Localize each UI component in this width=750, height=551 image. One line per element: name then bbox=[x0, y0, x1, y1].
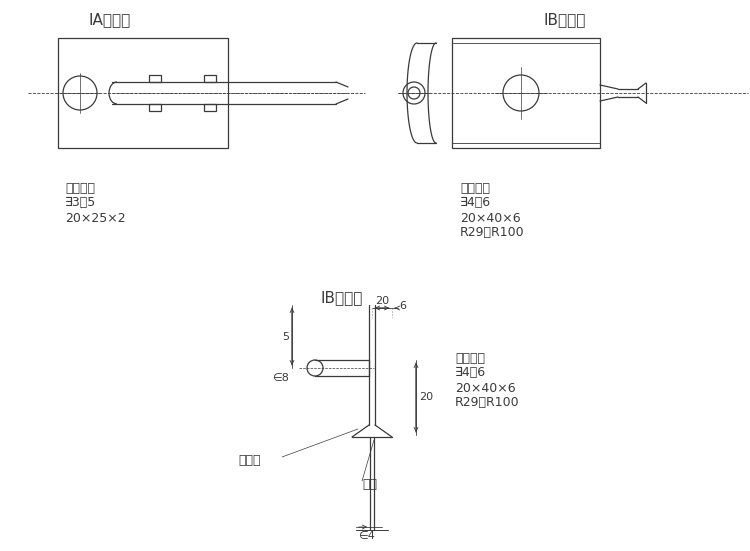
Text: 焊接: 焊接 bbox=[362, 478, 377, 491]
Text: 规格尺寸: 规格尺寸 bbox=[65, 181, 95, 195]
Bar bbox=[204, 104, 216, 111]
Text: ∃3～5: ∃3～5 bbox=[65, 197, 96, 209]
Bar bbox=[204, 75, 216, 82]
Text: 20×40×6: 20×40×6 bbox=[455, 381, 516, 395]
Bar bbox=[58, 38, 228, 148]
Text: 5: 5 bbox=[282, 332, 289, 342]
Text: 20: 20 bbox=[375, 296, 389, 306]
Text: 导热板: 导热板 bbox=[238, 453, 260, 467]
Text: 规格尺寸: 规格尺寸 bbox=[455, 352, 485, 365]
Bar bbox=[149, 75, 161, 82]
Bar bbox=[149, 104, 161, 111]
Text: R29、R100: R29、R100 bbox=[455, 397, 520, 409]
Text: ∃4～6: ∃4～6 bbox=[460, 197, 491, 209]
Text: IA平面式: IA平面式 bbox=[88, 13, 131, 28]
Text: 20×25×2: 20×25×2 bbox=[65, 212, 125, 224]
Text: IB曲面式: IB曲面式 bbox=[544, 13, 586, 28]
Text: R29、R100: R29、R100 bbox=[460, 226, 525, 240]
Text: IB曲面式: IB曲面式 bbox=[321, 290, 363, 305]
Text: 20×40×6: 20×40×6 bbox=[460, 212, 520, 224]
Text: ∈4: ∈4 bbox=[358, 531, 375, 541]
Text: 规格尺寸: 规格尺寸 bbox=[460, 181, 490, 195]
Text: 6: 6 bbox=[399, 301, 406, 311]
Text: 20: 20 bbox=[419, 392, 434, 402]
Bar bbox=[452, 38, 600, 148]
Text: ∃4～6: ∃4～6 bbox=[455, 366, 486, 380]
Text: ∈8: ∈8 bbox=[272, 373, 289, 383]
